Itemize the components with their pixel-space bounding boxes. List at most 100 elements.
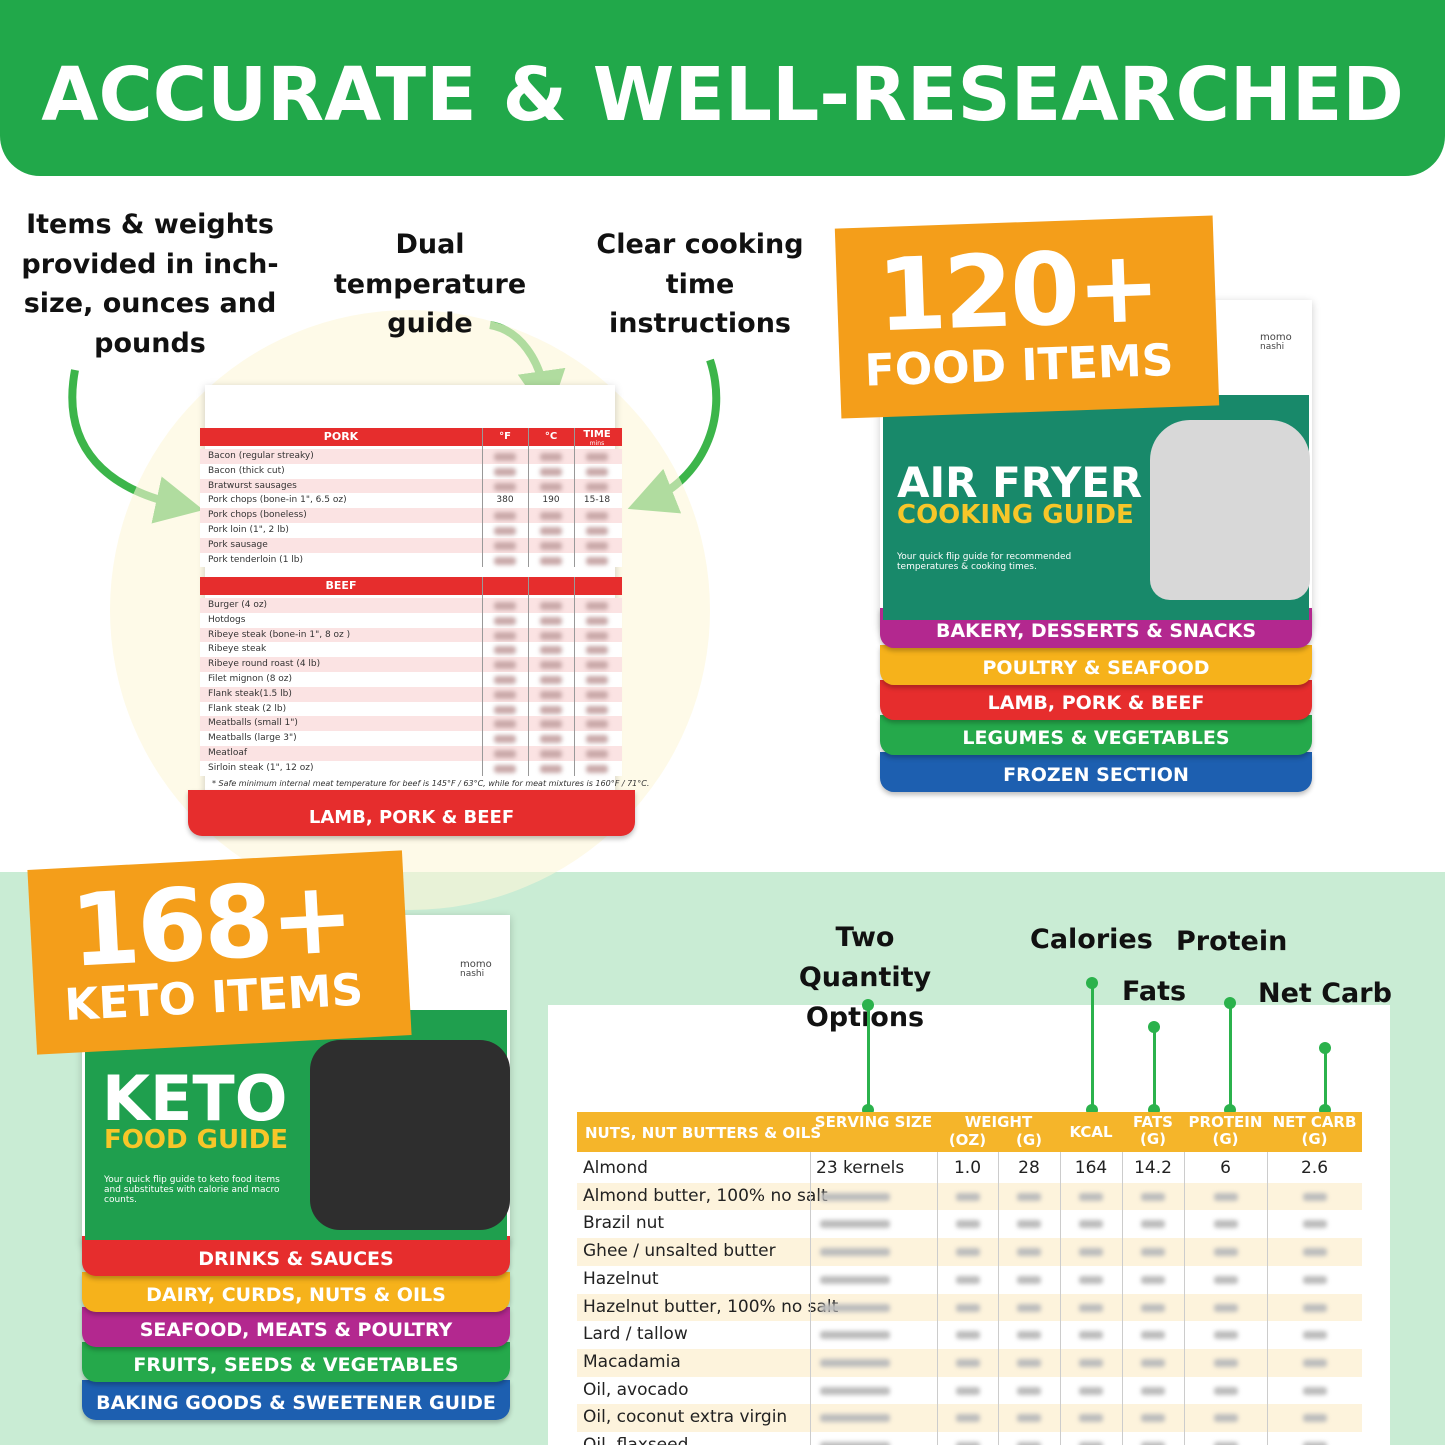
blur-cell xyxy=(494,467,516,476)
blur-cell xyxy=(540,616,562,625)
brand: momo xyxy=(460,959,492,970)
blur-cell xyxy=(1079,1192,1103,1201)
column-header: (OZ) xyxy=(948,1131,987,1149)
blur-cell xyxy=(586,512,608,521)
item-name: Meatballs (large 3") xyxy=(208,733,297,744)
blur-cell xyxy=(820,1442,890,1445)
blur-cell xyxy=(1141,1275,1165,1284)
pointer xyxy=(1323,1048,1327,1110)
guide-tab: DRINKS & SAUCES xyxy=(82,1236,510,1276)
item-name: Meatloaf xyxy=(208,748,248,758)
item-name: Hazelnut butter, 100% no salt xyxy=(583,1296,839,1317)
blur-cell xyxy=(586,631,608,640)
badge: 120+ FOOD ITEMS xyxy=(834,215,1220,419)
time-unit: mins xyxy=(589,440,605,447)
blur-cell xyxy=(1141,1386,1165,1395)
item-name: Flank steak (2 lb) xyxy=(208,703,287,714)
blur-cell xyxy=(494,541,516,550)
blur-cell xyxy=(540,690,562,699)
blur-cell xyxy=(540,705,562,714)
blur-cell xyxy=(494,616,516,625)
blur-cell xyxy=(955,1331,980,1340)
footnote: * Safe minimum internal meat temperature… xyxy=(212,779,650,788)
blur-cell xyxy=(1213,1331,1238,1340)
table-row xyxy=(200,627,622,643)
item-name: Burger (4 oz) xyxy=(208,600,268,610)
blur-cell xyxy=(1017,1331,1041,1340)
blur-cell xyxy=(1017,1358,1041,1367)
item-name: Filet mignon (8 oz) xyxy=(208,674,293,684)
column-header: SERVING SIZE xyxy=(814,1113,933,1131)
blur-cell xyxy=(586,676,608,684)
table-row xyxy=(200,463,622,479)
blur-cell xyxy=(1213,1442,1238,1445)
section-title: PORK xyxy=(323,430,359,443)
blur-cell xyxy=(540,527,562,535)
blur-cell xyxy=(1079,1442,1103,1445)
chart-tab: LAMB, PORK & BEEF xyxy=(188,790,635,836)
callout: Dual temperature guide xyxy=(333,229,527,339)
blur-cell xyxy=(1079,1275,1103,1284)
blur-cell xyxy=(586,720,608,729)
blur-cell xyxy=(540,631,562,640)
blur-cell xyxy=(540,676,562,684)
blur-cell xyxy=(586,541,608,550)
brand: nashi xyxy=(460,969,485,979)
table-row xyxy=(200,701,622,717)
blur-cell xyxy=(1302,1220,1327,1229)
pointer-dot xyxy=(1319,1042,1331,1054)
blur-cell xyxy=(540,512,562,521)
blur-cell xyxy=(1017,1303,1041,1312)
item-name: Hazelnut xyxy=(583,1268,659,1289)
badge: 168+ KETO ITEMS xyxy=(27,850,412,1055)
blur-cell xyxy=(1302,1386,1327,1395)
item-name: Pork chops (boneless) xyxy=(208,510,307,521)
blur-cell xyxy=(586,616,608,625)
item-name: Meatballs (small 1") xyxy=(208,718,298,729)
food-image xyxy=(310,1040,510,1230)
cell: 164 xyxy=(1074,1158,1108,1178)
blur-cell xyxy=(586,453,608,461)
blur-cell xyxy=(586,482,608,491)
item-name: Bacon (thick cut) xyxy=(208,465,285,476)
table-row xyxy=(200,716,622,732)
blur-cell xyxy=(1302,1303,1327,1312)
blur-cell xyxy=(586,661,608,670)
callout: Clear cooking time instructions xyxy=(596,229,804,339)
column-rule xyxy=(1267,1152,1268,1445)
item-name: Oil, flaxseed xyxy=(583,1435,689,1445)
blur-cell xyxy=(955,1303,980,1312)
item-name: Macadamia xyxy=(583,1351,681,1372)
blur-cell xyxy=(540,467,562,476)
pointer xyxy=(1090,983,1094,1110)
pointer-dot xyxy=(1224,997,1236,1009)
guide-tab: POULTRY & SEAFOOD xyxy=(880,645,1312,685)
column-rule xyxy=(937,1152,938,1445)
guide-tab: LAMB, PORK & BEEF xyxy=(880,680,1312,720)
fryer-image xyxy=(1150,420,1310,600)
brand: momo xyxy=(1260,332,1292,343)
column-header: KCAL xyxy=(1069,1123,1113,1141)
cell: 1.0 xyxy=(953,1158,982,1178)
blur-cell xyxy=(1017,1275,1041,1284)
item-name: Hotdogs xyxy=(208,614,246,625)
table-row xyxy=(200,612,622,628)
blur-cell xyxy=(540,764,562,773)
table-row xyxy=(200,760,622,776)
table-row xyxy=(200,642,622,658)
blur-cell xyxy=(1302,1331,1327,1340)
blur-cell xyxy=(820,1303,890,1312)
column-header: WEIGHT xyxy=(964,1113,1033,1131)
blur-cell xyxy=(1302,1248,1327,1257)
annotation: Two Quantity Options xyxy=(798,922,932,1033)
table-row xyxy=(200,657,622,672)
table-row xyxy=(200,552,622,568)
blur-cell xyxy=(540,646,562,655)
blur-cell xyxy=(1302,1275,1327,1284)
blur-cell xyxy=(586,556,608,565)
blur-cell xyxy=(1141,1248,1165,1257)
blur-cell xyxy=(494,735,516,744)
blur-cell xyxy=(586,527,608,535)
blur-cell xyxy=(494,631,516,640)
blur-cell xyxy=(1302,1414,1327,1423)
